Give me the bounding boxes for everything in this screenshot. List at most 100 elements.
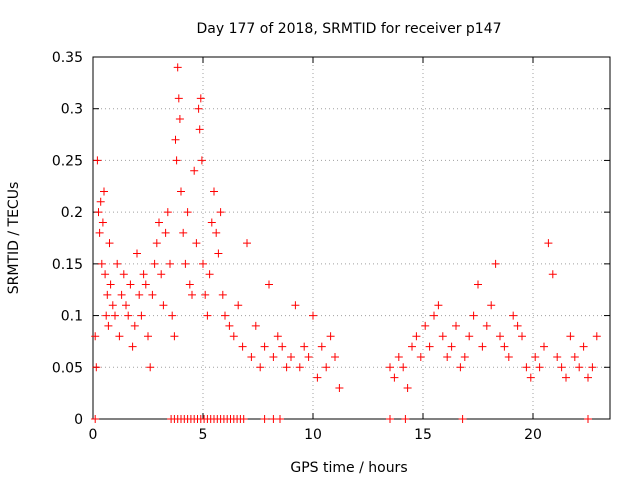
- data-point: [119, 270, 128, 279]
- data-point: [122, 301, 130, 310]
- x-tick-label: 5: [199, 427, 208, 443]
- data-point: [93, 156, 102, 165]
- data-point: [205, 270, 214, 279]
- data-point: [438, 332, 447, 341]
- data-point: [399, 363, 408, 372]
- data-point: [553, 352, 562, 361]
- data-point: [500, 342, 509, 351]
- data-point: [175, 115, 184, 124]
- data-point: [273, 332, 282, 341]
- data-point: [540, 342, 548, 351]
- data-point: [173, 63, 182, 72]
- data-point: [313, 373, 322, 382]
- grid: [93, 57, 610, 419]
- data-point: [456, 363, 465, 372]
- zero-marker: [386, 415, 394, 423]
- data-point: [304, 352, 313, 361]
- data-point: [282, 363, 291, 372]
- data-point: [194, 104, 203, 113]
- data-point: [216, 208, 225, 217]
- data-point: [101, 270, 110, 279]
- x-axis-label: GPS time / hours: [290, 460, 407, 476]
- data-point: [106, 280, 115, 289]
- data-point: [225, 321, 234, 330]
- x-tick-label: 0: [89, 427, 98, 443]
- data-point: [139, 270, 148, 279]
- data-point: [188, 290, 196, 299]
- data-point: [425, 342, 434, 351]
- data-point: [150, 259, 159, 268]
- data-point: [197, 156, 206, 165]
- data-point: [97, 259, 106, 268]
- data-point: [98, 218, 107, 227]
- data-point: [394, 352, 403, 361]
- data-point: [326, 332, 335, 341]
- data-point: [317, 342, 326, 351]
- data-point: [544, 239, 553, 248]
- zero-marker: [239, 415, 248, 423]
- data-point: [487, 301, 496, 310]
- data-point: [163, 208, 172, 217]
- data-point: [562, 373, 570, 382]
- data-point: [403, 383, 412, 392]
- zero-marker: [91, 415, 100, 423]
- data-point: [548, 270, 557, 279]
- zero-marker: [584, 415, 592, 423]
- data-point: [504, 352, 513, 361]
- data-point: [159, 301, 168, 310]
- data-point: [229, 332, 238, 341]
- data-point: [234, 301, 243, 310]
- data-point: [105, 239, 114, 248]
- data-point: [111, 311, 119, 320]
- data-point: [331, 352, 339, 361]
- data-point: [100, 187, 108, 196]
- data-point: [588, 363, 597, 372]
- data-point: [137, 311, 146, 320]
- data-point: [300, 342, 309, 351]
- data-point: [491, 259, 500, 268]
- data-point: [183, 208, 192, 217]
- data-point: [557, 363, 566, 372]
- data-point: [478, 342, 487, 351]
- zero-marker: [401, 415, 410, 423]
- data-point: [256, 363, 265, 372]
- data-point: [146, 363, 155, 372]
- data-point: [469, 311, 478, 320]
- data-point: [92, 363, 101, 372]
- data-point: [133, 249, 141, 258]
- data-point: [513, 321, 522, 330]
- data-point: [130, 321, 139, 330]
- data-point: [465, 332, 474, 341]
- data-point: [566, 332, 575, 341]
- data-point: [102, 311, 111, 320]
- data-point: [269, 352, 278, 361]
- data-point: [575, 363, 584, 372]
- data-point: [192, 239, 201, 248]
- y-tick-label: 0.35: [52, 50, 83, 66]
- data-point: [108, 301, 117, 310]
- data-point: [161, 228, 170, 237]
- data-point: [526, 373, 535, 382]
- data-point: [570, 352, 579, 361]
- data-point: [579, 342, 588, 351]
- data-point: [141, 280, 150, 289]
- data-point: [243, 239, 251, 248]
- y-tick-label: 0.1: [61, 309, 83, 325]
- data-point: [390, 373, 399, 382]
- data-point: [96, 197, 105, 206]
- x-tick-label: 20: [524, 427, 542, 443]
- y-tick-label: 0: [74, 412, 83, 428]
- data-point: [104, 321, 113, 330]
- zero-marker: [458, 415, 467, 423]
- data-point: [584, 373, 592, 382]
- data-point: [115, 332, 124, 341]
- data-point: [190, 166, 199, 175]
- data-point: [265, 280, 273, 289]
- data-point: [94, 208, 103, 217]
- data-point: [518, 332, 526, 341]
- data-point: [113, 259, 122, 268]
- y-tick-label: 0.15: [52, 257, 83, 273]
- data-point: [126, 280, 135, 289]
